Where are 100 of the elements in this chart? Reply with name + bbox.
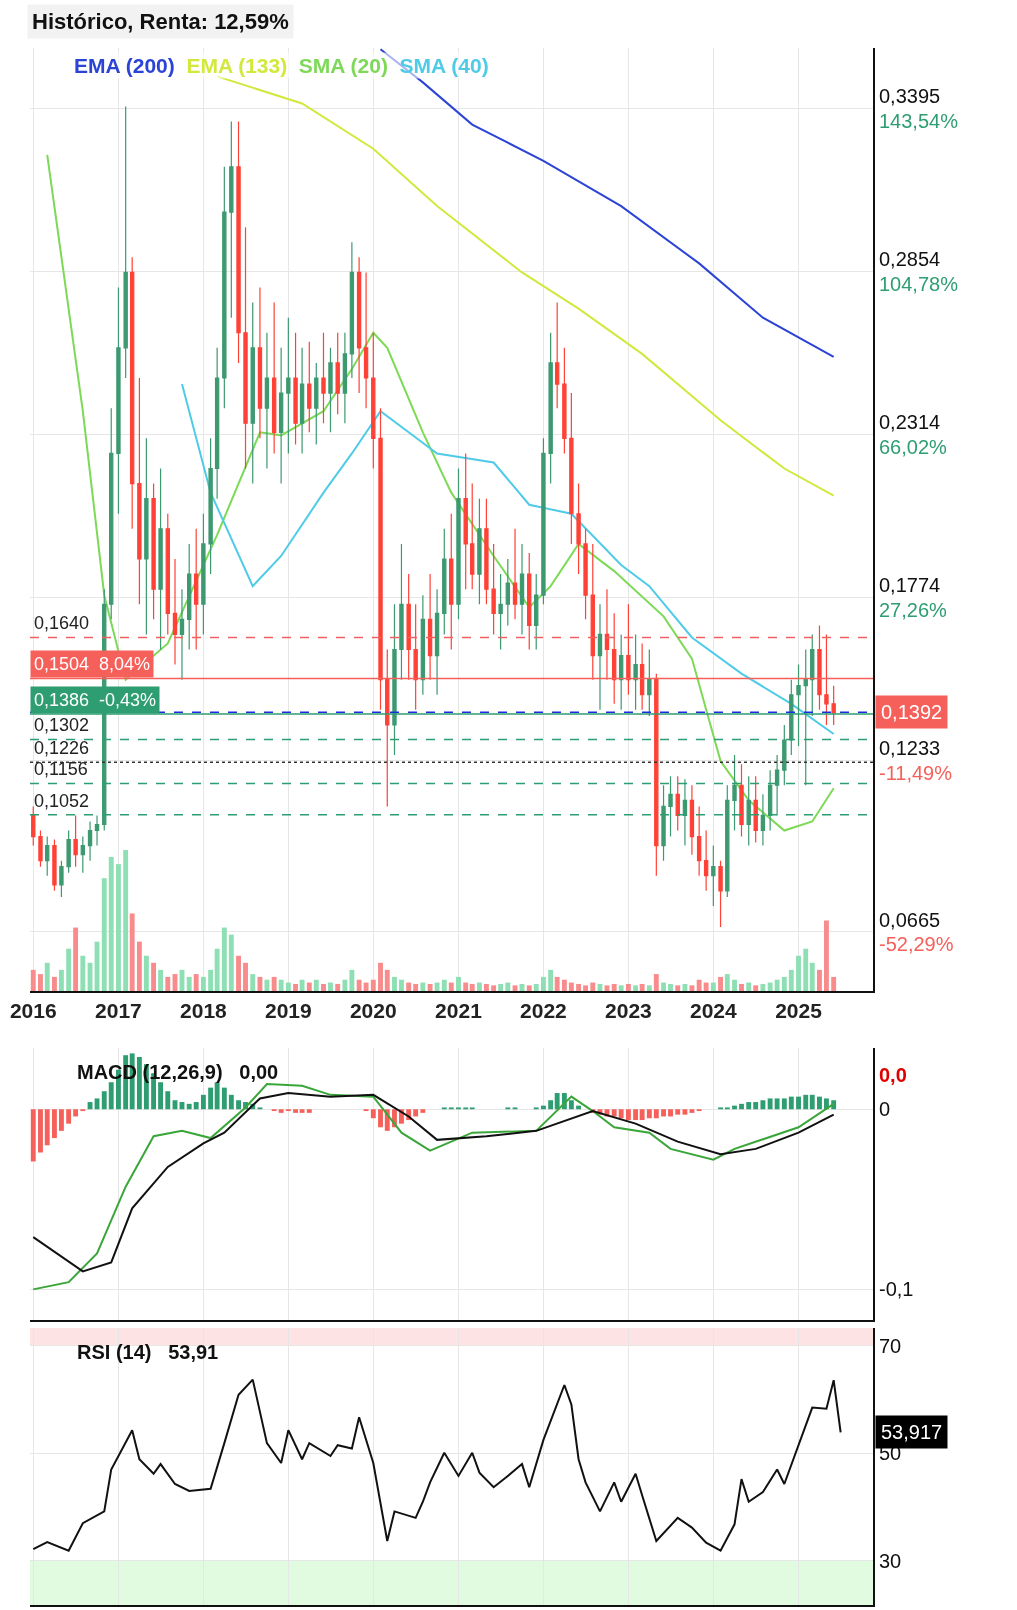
bar xyxy=(753,1102,759,1110)
bar xyxy=(420,982,426,991)
bar xyxy=(505,982,511,991)
bar xyxy=(724,974,730,991)
bar xyxy=(611,983,617,991)
bar xyxy=(221,1087,227,1110)
bar xyxy=(30,969,36,991)
y-tick-label: -0,1 xyxy=(879,1278,914,1301)
bar xyxy=(434,982,440,991)
bar xyxy=(618,1109,624,1119)
ref-line-label: 0,1302 xyxy=(34,715,90,735)
bar xyxy=(682,1109,688,1115)
bar xyxy=(158,969,164,991)
bar xyxy=(293,983,299,991)
x-tick-label: 2019 xyxy=(264,999,312,1023)
bar xyxy=(554,1093,560,1110)
bar xyxy=(58,1109,64,1131)
bar xyxy=(313,979,319,991)
bar xyxy=(328,982,333,991)
bar xyxy=(116,864,121,991)
bar xyxy=(675,985,681,991)
bar xyxy=(561,979,567,991)
bar xyxy=(696,979,702,991)
bar xyxy=(668,1109,673,1117)
bar xyxy=(526,985,532,991)
y2-tick-label: -52,29% xyxy=(879,933,954,956)
y-tick-label: 0,2854 xyxy=(879,248,941,271)
bar xyxy=(363,982,369,991)
y-tick-label: 0 xyxy=(879,1098,891,1121)
bar xyxy=(221,927,227,991)
bar xyxy=(824,920,829,991)
bar xyxy=(370,1109,376,1119)
bar xyxy=(413,1109,419,1117)
bar xyxy=(625,983,631,991)
x-tick-label: 2018 xyxy=(180,999,228,1023)
bar xyxy=(306,982,312,991)
bar xyxy=(498,983,504,991)
bar xyxy=(774,1098,780,1110)
x-tick-label: 2020 xyxy=(349,999,397,1023)
bar xyxy=(568,1100,574,1110)
bar xyxy=(590,982,596,991)
bar xyxy=(66,948,72,991)
bar xyxy=(271,976,277,991)
bar xyxy=(710,982,716,991)
bar xyxy=(342,979,348,991)
y2-tick-label: -11,49% xyxy=(879,761,953,784)
bar xyxy=(38,974,43,991)
bar xyxy=(236,955,241,991)
bar xyxy=(123,850,129,991)
bar xyxy=(746,982,752,991)
bar xyxy=(51,1109,57,1139)
bar xyxy=(264,979,270,991)
bar xyxy=(236,1100,241,1110)
bar xyxy=(165,1091,171,1110)
bar xyxy=(158,1082,164,1110)
y-tick-label: 30 xyxy=(879,1549,902,1572)
bar xyxy=(420,1109,426,1113)
y2-tick-label: 104,78% xyxy=(879,272,959,295)
bar xyxy=(129,913,135,991)
bar xyxy=(675,1109,681,1115)
text: SMA (20) xyxy=(298,54,388,77)
bar xyxy=(554,976,560,991)
bar xyxy=(378,962,383,991)
bar xyxy=(576,983,582,991)
bar xyxy=(788,969,794,991)
bar xyxy=(30,1109,36,1162)
bar xyxy=(689,985,695,991)
bar xyxy=(66,1109,72,1124)
bar xyxy=(718,976,723,991)
bar xyxy=(356,979,362,991)
bar xyxy=(703,982,709,991)
bar xyxy=(285,982,291,991)
bar xyxy=(739,983,744,991)
bar xyxy=(399,979,404,991)
bar xyxy=(583,985,588,991)
bar xyxy=(370,979,376,991)
bar xyxy=(689,1109,695,1113)
x-tick-label: 2023 xyxy=(605,999,652,1023)
bar xyxy=(335,983,341,991)
bar xyxy=(73,927,79,991)
ref-line-label: 0,1504 8,04% xyxy=(34,654,151,674)
bar xyxy=(80,955,86,991)
x-tick-label: 2017 xyxy=(95,999,142,1023)
y-tick-label: 0,1233 xyxy=(879,737,941,760)
bar xyxy=(568,982,574,991)
bar xyxy=(639,983,645,991)
bar xyxy=(228,1094,234,1110)
annotation: 0,1392 xyxy=(881,701,943,723)
bar xyxy=(646,985,652,991)
bar xyxy=(44,962,50,991)
bar xyxy=(476,982,482,991)
text: SMA (40) xyxy=(399,54,489,77)
bar xyxy=(533,983,539,991)
bar xyxy=(732,979,737,991)
bar xyxy=(44,1109,50,1146)
bar xyxy=(774,979,780,991)
ref-line-label: 0,1052 xyxy=(34,791,90,811)
bar xyxy=(767,1098,773,1110)
y-tick-label: 70 xyxy=(879,1334,902,1357)
bar xyxy=(214,948,220,991)
